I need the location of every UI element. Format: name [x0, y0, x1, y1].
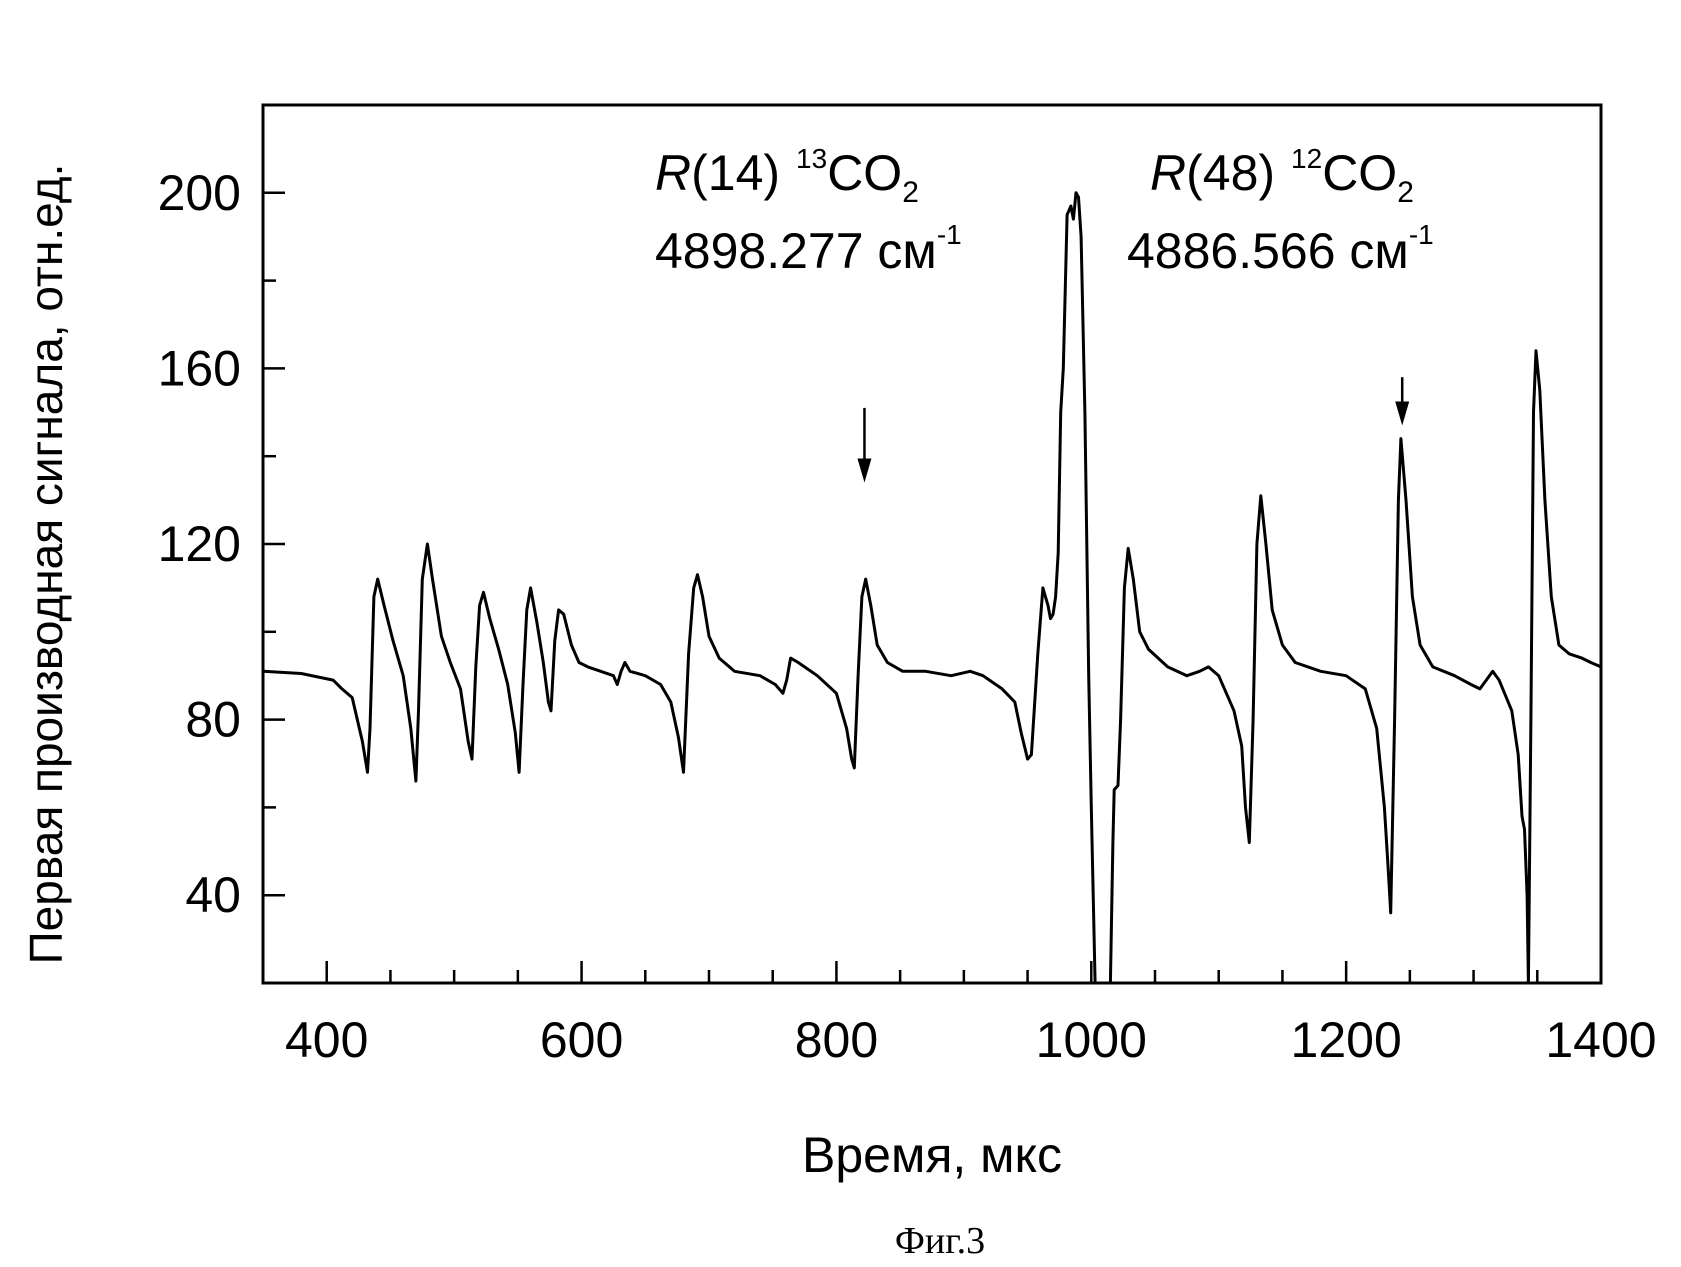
- annotation-subscript: 2: [902, 176, 919, 209]
- annotation-exponent: -1: [937, 219, 962, 250]
- annotation-molecule: CO: [1322, 145, 1397, 201]
- y-axis-label-group: Первая производная сигнала, отн.ед.: [20, 164, 72, 965]
- y-tick-label: 80: [185, 692, 241, 748]
- figure-caption: Фиг.3: [895, 1220, 985, 1262]
- annotation-isotope: 13: [796, 143, 827, 174]
- annotation-subscript: 2: [1397, 176, 1414, 209]
- annotation-arrow-head: [857, 459, 871, 483]
- x-tick-label: 800: [795, 1012, 878, 1068]
- annotation-wavenumber-value: 4898.277 см: [655, 223, 937, 279]
- annotation-label: (48): [1186, 145, 1275, 201]
- annotation: R(48) 12CO2 4886.566 см-1: [1127, 143, 1434, 425]
- signal-line: [263, 193, 1601, 983]
- y-tick-label: 120: [158, 516, 241, 572]
- annotation-wavenumber: 4898.277 см-1: [655, 219, 962, 279]
- x-axis-label: Время, мкс: [802, 1127, 1062, 1183]
- annotation-branch: R: [1150, 145, 1186, 201]
- annotation-label: (14): [691, 145, 780, 201]
- x-tick-label: 400: [285, 1012, 368, 1068]
- y-tick-label: 200: [158, 165, 241, 221]
- x-tick-label: 1400: [1545, 1012, 1656, 1068]
- x-tick-label: 600: [540, 1012, 623, 1068]
- annotations: R(14)13CO24898.277 см-1R(48)12CO24886.56…: [655, 143, 1434, 483]
- x-tick-label: 1000: [1036, 1012, 1147, 1068]
- annotation-wavenumber: 4886.566 см-1: [1127, 219, 1434, 279]
- annotation-line-name: R(14) 13CO2: [655, 143, 919, 209]
- annotation-arrow-head: [1395, 401, 1409, 425]
- y-tick-label: 160: [158, 340, 241, 396]
- annotation-line-name: R(48) 12CO2: [1150, 143, 1414, 209]
- axis-tick-labels: 400 600 800 1000 1200 1400 40 80 120 160 200: [158, 165, 1657, 1068]
- annotation-exponent: -1: [1409, 219, 1434, 250]
- y-axis-label: Первая производная сигнала, отн.ед.: [20, 164, 72, 965]
- annotation-isotope: 12: [1291, 143, 1322, 174]
- annotation-wavenumber-value: 4886.566 см: [1127, 223, 1409, 279]
- x-tick-label: 1200: [1291, 1012, 1402, 1068]
- annotation-branch: R: [655, 145, 691, 201]
- annotation-molecule: CO: [827, 145, 902, 201]
- annotation: R(14) 13CO2 4898.277 см-1: [655, 143, 962, 483]
- y-tick-label: 40: [185, 867, 241, 923]
